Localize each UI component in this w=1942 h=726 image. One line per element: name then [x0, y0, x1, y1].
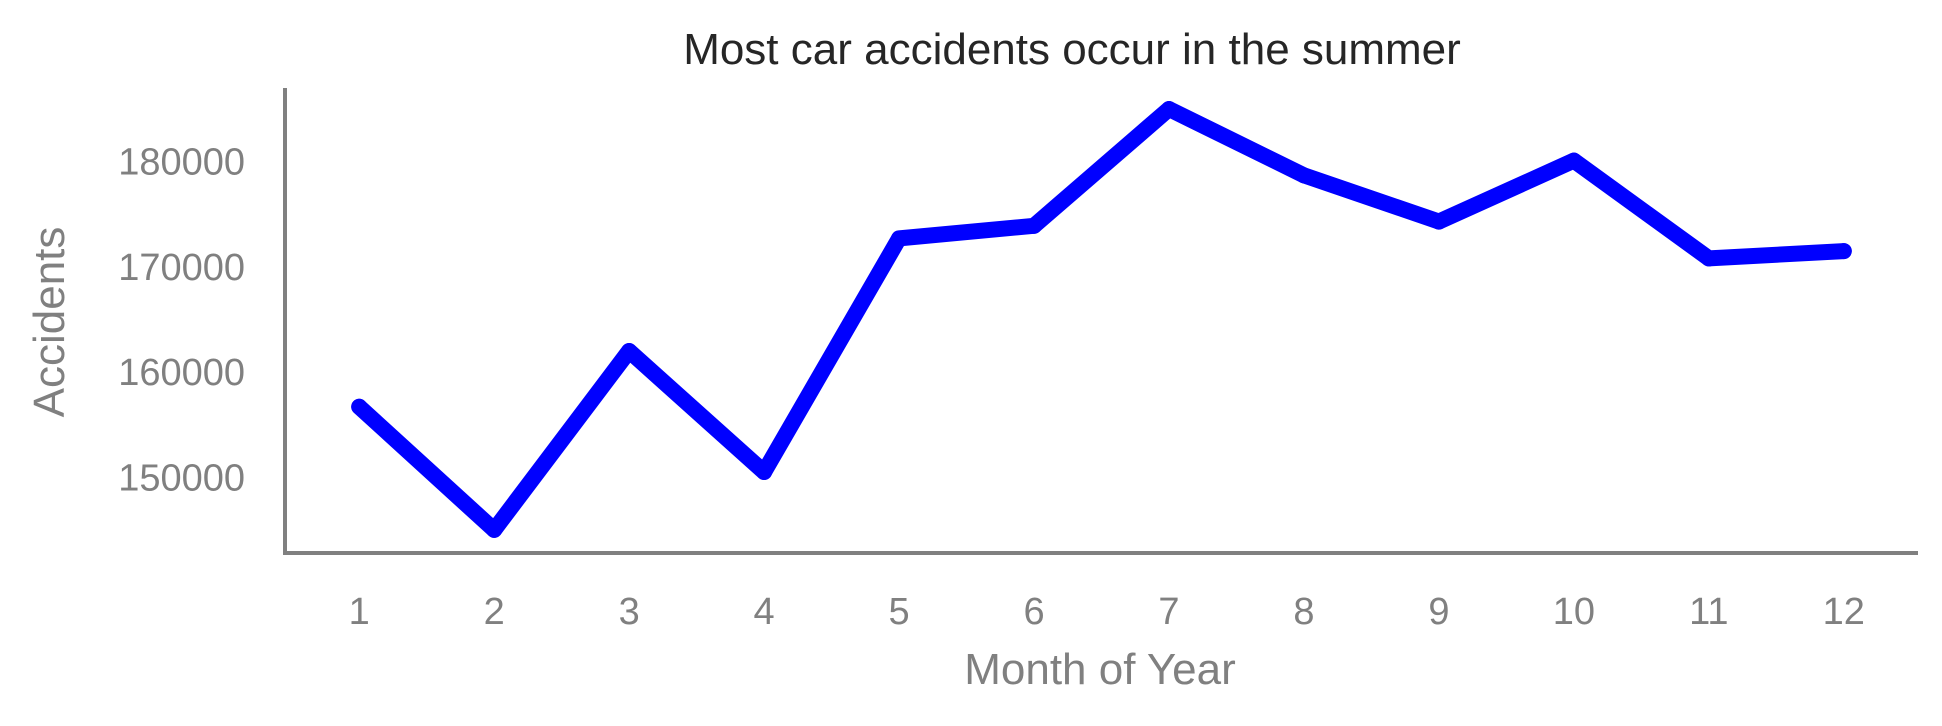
x-tick-label: 9: [1428, 591, 1449, 633]
data-point: [351, 398, 368, 415]
y-tick-label: 150000: [118, 457, 245, 499]
data-point: [1160, 101, 1177, 118]
data-points: [351, 101, 1852, 538]
x-tick-label: 12: [1823, 591, 1865, 633]
y-tick-label: 170000: [118, 247, 245, 289]
data-point: [1700, 250, 1717, 267]
chart-title: Most car accidents occur in the summer: [683, 25, 1461, 74]
x-tick-label: 5: [888, 591, 909, 633]
accidents-series-line: [351, 101, 1852, 538]
y-tick-label: 180000: [118, 142, 245, 184]
y-tick-label: 160000: [118, 352, 245, 394]
x-tick-label: 8: [1293, 591, 1314, 633]
x-tick-label: 3: [619, 591, 640, 633]
data-point: [1835, 243, 1852, 260]
data-point: [1430, 213, 1447, 230]
x-tick-label: 6: [1023, 591, 1044, 633]
x-tick-label: 7: [1158, 591, 1179, 633]
x-tick-labels: 1 2 3 4 5 6 7 8 9 10 11 12: [349, 591, 1865, 633]
data-point: [1026, 217, 1043, 234]
data-point: [621, 343, 638, 360]
x-axis-label: Month of Year: [964, 645, 1236, 694]
x-tick-label: 11: [1689, 591, 1728, 633]
data-point: [756, 463, 773, 480]
data-point: [1565, 152, 1582, 169]
data-point: [891, 230, 908, 247]
y-tick-labels: 150000 160000 170000 180000: [118, 142, 245, 500]
x-tick-label: 1: [349, 591, 370, 633]
x-tick-label: 10: [1553, 591, 1595, 633]
data-point: [1295, 167, 1312, 184]
x-tick-label: 4: [754, 591, 775, 633]
x-tick-label: 2: [484, 591, 505, 633]
data-point: [486, 521, 503, 538]
y-axis-label: Accidents: [25, 227, 74, 418]
